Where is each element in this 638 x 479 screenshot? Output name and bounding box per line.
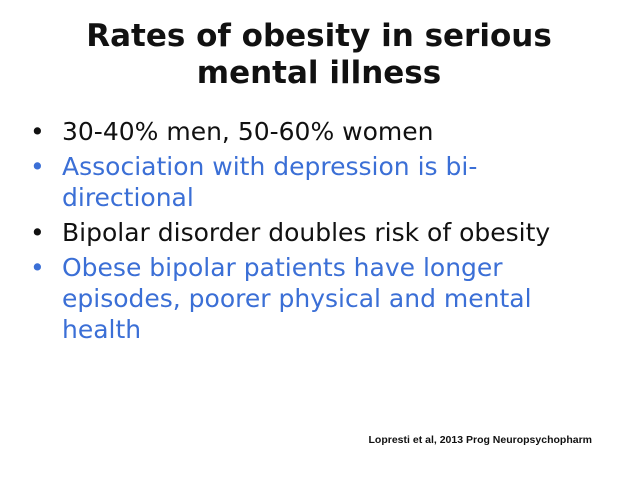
bullet-text: Association with depression is bi-direct… — [62, 152, 478, 212]
bullet-text: 30-40% men, 50-60% women — [62, 117, 434, 146]
citation: Lopresti et al, 2013 Prog Neuropsychopha… — [368, 434, 592, 446]
bullet-dot-icon: • — [30, 253, 45, 282]
bullet-text: Obese bipolar patients have longer episo… — [62, 253, 532, 344]
slide-title: Rates of obesity in serious mental illne… — [40, 18, 598, 92]
bullet-dot-icon: • — [30, 152, 45, 181]
slide-title-line-1: Rates of obesity in serious — [86, 18, 552, 54]
bullet-item-depression: • Association with depression is bi-dire… — [30, 151, 590, 213]
bullet-list: • 30-40% men, 50-60% women • Association… — [30, 116, 590, 349]
slide-title-line-2: mental illness — [196, 55, 442, 91]
bullet-text: Bipolar disorder doubles risk of obesity — [62, 218, 551, 247]
bullet-item-obesity-rates: • 30-40% men, 50-60% women — [30, 116, 590, 147]
bullet-dot-icon: • — [30, 218, 45, 247]
bullet-item-bipolar-risk: • Bipolar disorder doubles risk of obesi… — [30, 217, 590, 248]
bullet-dot-icon: • — [30, 117, 45, 146]
bullet-item-bipolar-outcomes: • Obese bipolar patients have longer epi… — [30, 252, 590, 345]
